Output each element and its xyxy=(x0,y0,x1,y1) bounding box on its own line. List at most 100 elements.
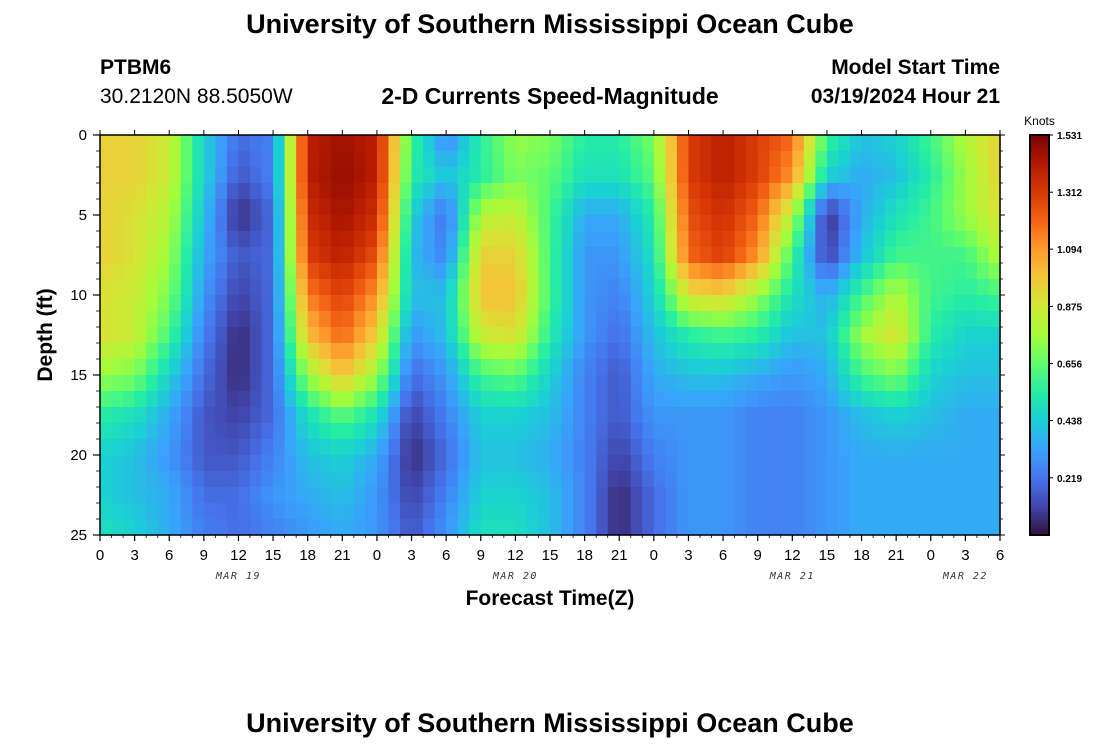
heatmap-cell xyxy=(503,471,516,488)
heatmap-cell xyxy=(838,135,851,152)
heatmap-cell xyxy=(215,183,228,200)
heatmap-cell xyxy=(607,231,620,248)
heatmap-cell xyxy=(400,183,413,200)
heatmap-cell xyxy=(653,247,666,264)
heatmap-cell xyxy=(550,359,563,376)
heatmap-cell xyxy=(746,343,759,360)
heatmap-cell xyxy=(619,471,632,488)
heatmap-cell xyxy=(365,167,378,184)
heatmap-cell xyxy=(723,247,736,264)
heatmap-cell xyxy=(169,247,182,264)
heatmap-cell xyxy=(180,359,193,376)
heatmap-cell xyxy=(826,455,840,472)
heatmap-cell xyxy=(123,359,136,376)
heatmap-cell xyxy=(676,391,690,408)
heatmap-cell xyxy=(400,279,413,296)
heatmap-cell xyxy=(400,343,413,360)
heatmap-cell xyxy=(446,199,459,216)
heatmap-cell xyxy=(238,455,251,472)
heatmap-cell xyxy=(157,343,170,360)
heatmap-cell xyxy=(203,167,216,184)
heatmap-cell xyxy=(688,391,701,408)
heatmap-cell xyxy=(411,375,424,392)
heatmap-cell xyxy=(469,519,482,536)
heatmap-cell xyxy=(723,167,736,184)
heatmap-cell xyxy=(296,391,309,408)
heatmap-cell xyxy=(503,519,516,536)
heatmap-cell xyxy=(388,503,401,520)
heatmap-cell xyxy=(896,231,909,248)
heatmap-cell xyxy=(803,343,816,360)
heatmap-cell xyxy=(896,503,909,520)
heatmap-cell xyxy=(573,455,586,472)
heatmap-cell xyxy=(123,327,136,344)
heatmap-cell xyxy=(538,359,551,376)
heatmap-cell xyxy=(619,439,632,456)
heatmap-cell xyxy=(976,247,990,264)
heatmap-cell xyxy=(180,231,193,248)
heatmap-cell xyxy=(111,183,124,200)
heatmap-cell xyxy=(965,247,978,264)
heatmap-cell xyxy=(261,231,274,248)
heatmap-cell xyxy=(480,231,493,248)
heatmap-cell xyxy=(826,503,840,520)
heatmap-cell xyxy=(538,167,551,184)
heatmap-cell xyxy=(653,183,666,200)
heatmap-cell xyxy=(215,503,228,520)
heatmap-cell xyxy=(203,151,216,168)
heatmap-cell xyxy=(976,279,990,296)
heatmap-cell xyxy=(157,455,170,472)
heatmap-cell xyxy=(342,231,355,248)
heatmap-cell xyxy=(400,231,413,248)
heatmap-cell xyxy=(319,343,332,360)
heatmap-cell xyxy=(665,359,678,376)
heatmap-cell xyxy=(746,247,759,264)
heatmap-cell xyxy=(388,295,401,312)
heatmap-cell xyxy=(169,215,182,232)
heatmap-cell xyxy=(676,167,690,184)
heatmap-cell xyxy=(769,167,782,184)
heatmap-cell xyxy=(215,343,228,360)
heatmap-cell xyxy=(157,439,170,456)
heatmap-cell xyxy=(203,439,216,456)
heatmap-cell xyxy=(157,407,170,424)
heatmap-cell xyxy=(919,343,932,360)
heatmap-cell xyxy=(307,167,320,184)
heatmap-cell xyxy=(953,439,966,456)
heatmap-cell xyxy=(226,311,240,328)
heatmap-cell xyxy=(250,215,263,232)
heatmap-cell xyxy=(665,503,678,520)
heatmap-cell xyxy=(861,519,874,536)
heatmap-cell xyxy=(319,487,332,504)
heatmap-cell xyxy=(400,151,413,168)
heatmap-cell xyxy=(100,279,113,296)
heatmap-cell xyxy=(365,343,378,360)
heatmap-cell xyxy=(400,311,413,328)
heatmap-cell xyxy=(423,455,436,472)
heatmap-cell xyxy=(815,279,828,296)
heatmap-cell xyxy=(296,407,309,424)
heatmap-cell xyxy=(503,327,516,344)
heatmap-cell xyxy=(746,311,759,328)
heatmap-cell xyxy=(134,167,147,184)
heatmap-cell xyxy=(203,519,216,536)
heatmap-cell xyxy=(723,151,736,168)
heatmap-cell xyxy=(780,327,793,344)
heatmap-cell xyxy=(100,487,113,504)
heatmap-cell xyxy=(307,487,320,504)
heatmap-cell xyxy=(434,215,447,232)
heatmap-cell xyxy=(365,375,378,392)
heatmap-cell xyxy=(550,263,563,280)
heatmap-cell xyxy=(388,151,401,168)
heatmap-cell xyxy=(492,375,505,392)
heatmap-cell xyxy=(734,503,747,520)
heatmap-cell xyxy=(884,311,897,328)
heatmap-cell xyxy=(469,503,482,520)
heatmap-cell xyxy=(550,503,563,520)
heatmap-cell xyxy=(826,247,840,264)
heatmap-cell xyxy=(792,135,805,152)
heatmap-cell xyxy=(226,231,240,248)
heatmap-cell xyxy=(780,215,793,232)
heatmap-cell xyxy=(642,375,655,392)
heatmap-cell xyxy=(319,391,332,408)
